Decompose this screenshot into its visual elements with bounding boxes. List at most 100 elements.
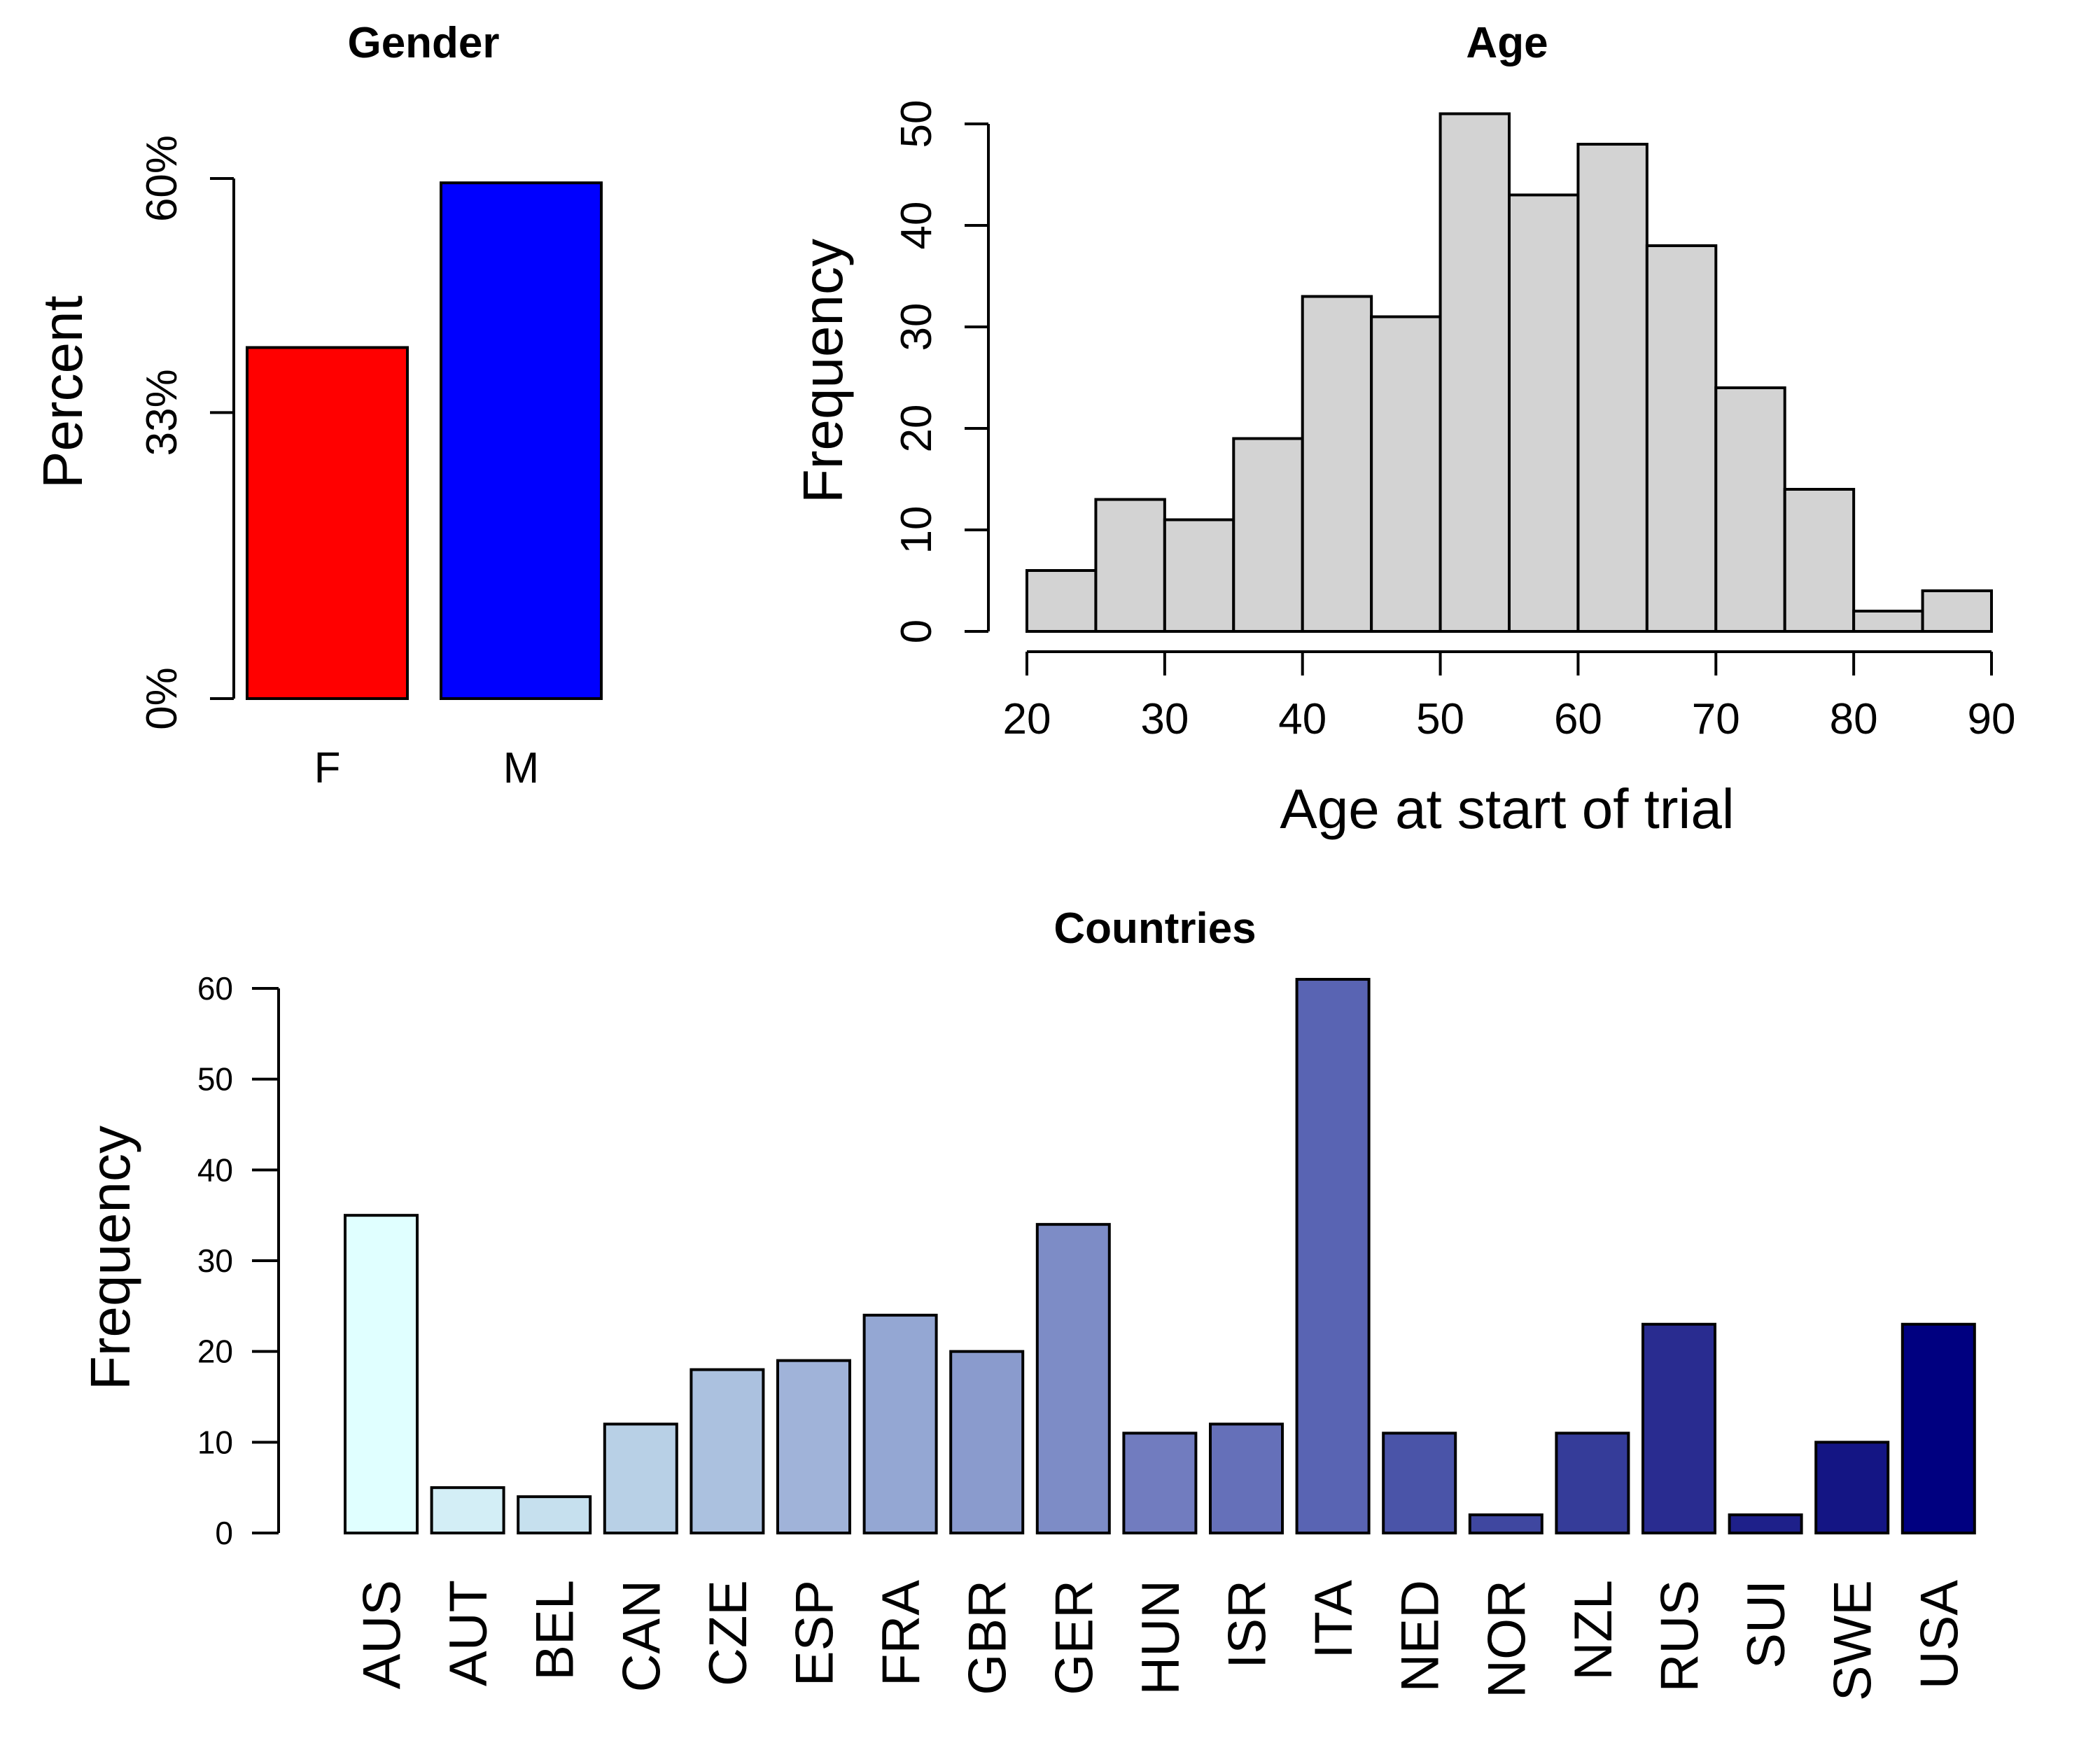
country-bar <box>1035 1223 1111 1534</box>
age-x-tick-label: 50 <box>1416 695 1464 743</box>
gender-bar <box>440 181 603 701</box>
countries-y-tick-label: 40 <box>197 1152 233 1188</box>
age-histogram-bar <box>1232 437 1304 633</box>
country-label: ISR <box>1218 1580 1278 1669</box>
countries-y-tick-label: 10 <box>197 1424 233 1460</box>
country-bar <box>862 1313 938 1535</box>
country-bar <box>430 1486 505 1535</box>
country-bar <box>690 1368 765 1534</box>
age-x-tick-label: 60 <box>1554 695 1602 743</box>
countries-bars <box>344 978 1976 1535</box>
age-x-tick-label: 70 <box>1692 695 1740 743</box>
country-bar <box>344 1214 419 1534</box>
age-histogram-bar <box>1370 315 1442 633</box>
country-bar <box>603 1422 678 1535</box>
age-histogram-bars <box>1026 112 1994 633</box>
gender-bars <box>246 181 603 701</box>
country-label: ITA <box>1304 1580 1364 1659</box>
country-label: HUN <box>1131 1580 1191 1695</box>
gender-chart-title: Gender <box>347 19 499 67</box>
age-histogram-bar <box>1438 112 1511 633</box>
gender-x-label: M <box>503 744 540 792</box>
age-x-tick-label: 90 <box>1968 695 2016 743</box>
gender-y-tick-label: 0% <box>138 667 186 730</box>
country-bar <box>1468 1513 1544 1534</box>
country-bar <box>1814 1441 1890 1534</box>
age-x-tick-label: 80 <box>1830 695 1878 743</box>
age-histogram-bar <box>1094 498 1166 633</box>
gender-y-tick-label: 33% <box>138 369 186 456</box>
age-histogram-bar <box>1714 386 1786 633</box>
age-histogram-bar <box>1645 244 1718 633</box>
country-bar <box>1555 1432 1630 1535</box>
country-label: NOR <box>1477 1580 1536 1698</box>
country-bar <box>1209 1422 1284 1535</box>
age-x-ticks: 20 30 40 50 60 70 80 90 <box>1003 652 2016 743</box>
country-label: GBR <box>958 1580 1018 1695</box>
gender-bar <box>246 346 409 700</box>
country-label: RUS <box>1651 1580 1710 1692</box>
country-bar <box>1642 1322 1716 1535</box>
countries-x-labels: AUS AUT BEL CAN CZE ESP FRA GBR GER HUN ISR ITA NED N… <box>353 1580 1970 1701</box>
age-chart: Age Frequency Age at start of trial 0 10 2… <box>792 19 2015 840</box>
gender-y-tick-label: 60% <box>138 135 186 222</box>
age-histogram-bar <box>1852 610 1924 633</box>
country-bar <box>1382 1432 1457 1535</box>
age-y-tick-label: 20 <box>892 405 941 453</box>
age-y-ticks: 0 10 20 30 40 50 <box>892 100 988 643</box>
country-bar <box>1900 1322 1976 1535</box>
country-label: SUI <box>1737 1580 1796 1669</box>
country-label: NZL <box>1564 1580 1623 1681</box>
age-x-tick-label: 30 <box>1140 695 1189 743</box>
age-histogram-bar <box>1508 193 1580 633</box>
age-y-tick-label: 10 <box>892 506 941 554</box>
country-label: AUT <box>439 1580 498 1686</box>
country-bar <box>949 1350 1025 1534</box>
age-histogram-bar <box>1163 518 1236 633</box>
age-y-axis-label: Frequency <box>792 239 854 503</box>
age-y-tick-label: 40 <box>892 202 941 250</box>
country-bar <box>1122 1432 1198 1535</box>
age-y-tick-label: 50 <box>892 100 941 148</box>
countries-y-tick-label: 20 <box>197 1334 233 1370</box>
country-label: SWE <box>1823 1580 1883 1701</box>
age-y-tick-label: 0 <box>892 620 941 643</box>
countries-y-tick-label: 30 <box>197 1242 233 1279</box>
country-label: USA <box>1910 1580 1969 1690</box>
age-x-tick-label: 20 <box>1003 695 1051 743</box>
age-histogram-bar <box>1026 569 1098 633</box>
countries-y-axis-label: Frequency <box>79 1126 141 1390</box>
countries-y-ticks: 0 10 20 30 40 50 60 <box>197 970 279 1551</box>
countries-y-tick-label: 50 <box>197 1061 233 1098</box>
country-bar <box>517 1495 592 1534</box>
country-label: CZE <box>699 1580 758 1686</box>
age-histogram-bar <box>1921 589 1994 633</box>
age-histogram-bar <box>1576 143 1648 633</box>
countries-chart-title: Countries <box>1054 904 1256 953</box>
age-chart-title: Age <box>1466 19 1548 67</box>
country-bar <box>776 1359 851 1534</box>
countries-y-tick-label: 60 <box>197 970 233 1007</box>
country-label: ESP <box>785 1580 845 1686</box>
age-x-axis-label: Age at start of trial <box>1280 778 1734 840</box>
country-label: NED <box>1391 1580 1450 1692</box>
country-bar <box>1728 1513 1803 1534</box>
country-label: CAN <box>612 1580 671 1692</box>
country-label: GER <box>1044 1580 1104 1695</box>
age-histogram-bar <box>1301 295 1373 633</box>
country-bar <box>1295 978 1371 1534</box>
age-x-tick-label: 40 <box>1278 695 1326 743</box>
countries-y-tick-label: 0 <box>215 1515 233 1551</box>
country-label: BEL <box>526 1580 585 1681</box>
country-label: AUS <box>353 1580 412 1689</box>
countries-chart: Countries Frequency 0 10 20 30 40 50 60 AUS AUT… <box>79 904 1976 1701</box>
age-histogram-bar <box>1783 488 1856 633</box>
country-label: FRA <box>872 1580 931 1686</box>
age-y-tick-label: 30 <box>892 303 941 351</box>
gender-x-label: F <box>314 744 341 792</box>
gender-y-ticks: 0% 33% 60% <box>138 135 234 730</box>
gender-y-axis-label: Percent <box>31 295 94 489</box>
